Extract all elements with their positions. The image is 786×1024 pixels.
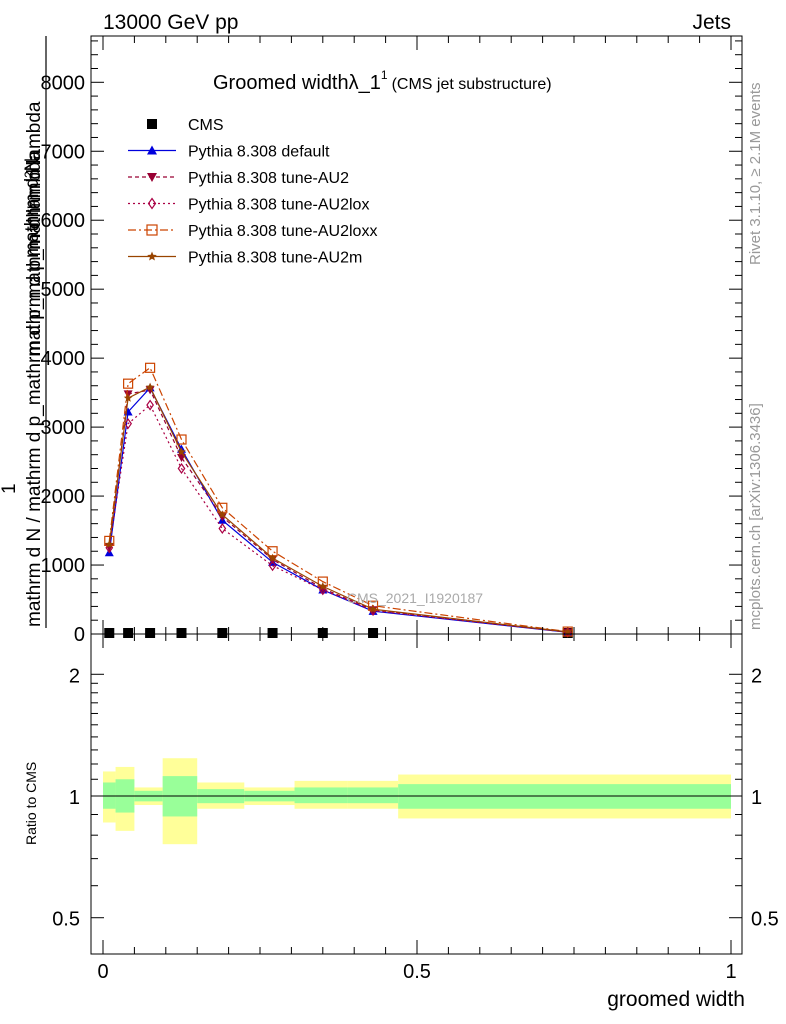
x-tick-label: 0.5 [403, 961, 431, 983]
rivet-info-label: Rivet 3.1.10, ≥ 2.1M events [747, 83, 764, 266]
main-y-tick-label: 2000 [41, 486, 86, 508]
legend-marker [147, 251, 157, 261]
main-y-axis-label: mathrm d²N mathrm d p_mathrm d lambda 1 … [0, 36, 47, 628]
legend-label: Pythia 8.308 tune-AU2lox [188, 197, 369, 214]
data-point-au2m [177, 447, 186, 456]
data-point-au2 [217, 513, 227, 522]
series-au2m [105, 382, 572, 636]
data-point-cms [217, 628, 228, 638]
x-axis-label: groomed width [607, 988, 745, 1011]
main-y-tick-label: 0 [74, 624, 85, 646]
main-y-tick-label: 6000 [41, 210, 86, 232]
header-collision-label: 13000 GeV pp [103, 11, 238, 34]
data-point-au2lox [146, 399, 154, 411]
series-line-au2lox [108, 404, 568, 633]
data-point-au2m [368, 604, 378, 613]
y-label-one: 1 [0, 483, 20, 494]
data-point-au2lox [268, 560, 277, 572]
legend-label: Pythia 8.308 tune-AU2 [188, 170, 349, 187]
main-y-tick-label: 5000 [41, 279, 86, 301]
series-line-au2loxx [108, 366, 568, 633]
data-point-au2m [268, 553, 277, 562]
data-point-au2m [145, 382, 155, 391]
main-y-tick-label: 8000 [41, 72, 86, 94]
header-analysis-label: Jets [692, 11, 731, 34]
ratio-x-axis-ticks: 0 0.5 1 [97, 634, 737, 983]
legend-entry-au2lox: Pythia 8.308 tune-AU2lox [128, 197, 369, 214]
legend-label: Pythia 8.308 tune-AU2loxx [188, 223, 377, 240]
ratio-y-tick-label: 0.5 [52, 909, 80, 931]
data-point-cms [176, 628, 187, 638]
y-label-numerator-2: mathrm d p_mathrm d lambda [24, 101, 45, 356]
data-point-cms [368, 628, 379, 638]
data-point-au2lox [124, 418, 133, 430]
data-point-au2lox [177, 462, 186, 475]
legend-marker [147, 173, 157, 182]
legend-label: Pythia 8.308 default [188, 144, 330, 161]
y-label-denominator: mathrm d N / mathrm d p_mathrm d p_mathr… [24, 150, 45, 627]
ratio-y-tick-label-right: 0.5 [751, 909, 779, 931]
ratio-uncertainty-bands [103, 758, 731, 845]
plot-title-superscript: 1 [381, 68, 388, 82]
legend-entry-cms: CMS [147, 117, 224, 134]
plot-title-main: Groomed width [213, 72, 349, 94]
legend-entry-default: Pythia 8.308 default [128, 144, 330, 161]
data-point-au2loxx [145, 362, 156, 373]
data-point-au2 [177, 453, 186, 462]
ratio-y-axis-ticks: 0.5 0.5 1 1 2 2 [52, 665, 779, 930]
plot-title: Groomed widthλ_11 (CMS jet substructure) [213, 68, 552, 94]
data-point-au2m [318, 581, 328, 591]
data-point-cms [267, 628, 278, 638]
ratio-panel: 0.5 0.51 12 2 0 0.5 1 Ratio to CMS groomed wi… [23, 633, 779, 1011]
main-panel-content [104, 362, 573, 638]
main-distribution-panel: 0 1000 2000 3000 4000 5000 6000 7000 8000 CMS_20… [0, 35, 743, 646]
ratio-y-tick-label: 2 [69, 665, 80, 687]
data-point-au2m [218, 510, 227, 519]
y-label-numerator: mathrm d²N [22, 158, 43, 258]
data-point-au2m [105, 539, 114, 548]
ratio-y-tick-label-right: 2 [751, 665, 762, 687]
mcplots-site-label: mcplots.cern.ch [arXiv:1306.3436] [747, 403, 764, 630]
legend-label: CMS [188, 117, 224, 134]
data-point-au2m [123, 393, 133, 402]
series-cms [104, 628, 573, 638]
main-x-axis-ticks [102, 36, 732, 634]
legend-entry-au2loxx: Pythia 8.308 tune-AU2loxx [128, 223, 377, 240]
main-y-tick-label: 3000 [41, 417, 86, 439]
main-y-tick-label: 1000 [41, 555, 86, 577]
data-point-cms [104, 628, 115, 638]
legend-marker [147, 145, 157, 155]
data-point-cms [123, 628, 134, 638]
main-y-tick-label: 7000 [41, 141, 86, 163]
data-point-au2loxx [176, 434, 187, 445]
ratio-y-tick-label: 1 [69, 787, 80, 809]
legend-marker [147, 197, 157, 210]
legend-label: Pythia 8.308 tune-AU2m [188, 250, 362, 267]
legend-marker [146, 224, 158, 236]
series-au2lox [105, 399, 572, 638]
ratio-y-tick-label-right: 1 [751, 787, 762, 809]
series-default [104, 383, 573, 636]
plot-title-lambda: λ_1 [349, 72, 381, 94]
x-tick-label: 1 [725, 961, 736, 983]
data-point-cms [145, 628, 156, 638]
data-point-au2loxx [123, 378, 134, 389]
main-y-tick-label: 4000 [41, 348, 86, 370]
ratio-inner-band [347, 787, 399, 804]
ratio-inner-band [294, 787, 348, 804]
legend: CMS Pythia 8.308 default Pythia 8.308 tune… [128, 117, 377, 267]
main-y-axis-ticks: 0 1000 2000 3000 4000 5000 6000 7000 8000 [41, 40, 742, 646]
ratio-y-axis-label: Ratio to CMS [23, 762, 39, 845]
legend-entry-au2m: Pythia 8.308 tune-AU2m [128, 250, 362, 267]
legend-marker [147, 119, 157, 129]
data-point-au2lox [218, 522, 227, 535]
x-tick-label: 0 [97, 961, 108, 983]
plot-title-subtitle: (CMS jet substructure) [392, 76, 552, 93]
legend-entry-au2: Pythia 8.308 tune-AU2 [128, 170, 349, 187]
watermark-label: CMS_2021_I1920187 [347, 590, 483, 606]
series-line-au2 [108, 389, 568, 633]
